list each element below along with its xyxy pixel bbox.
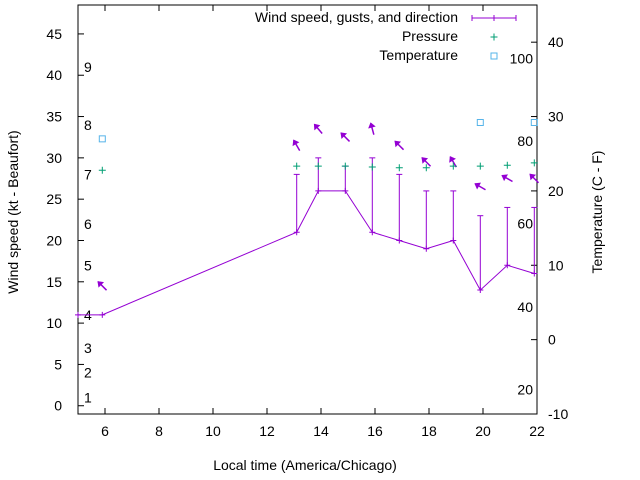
y-tick-label: 25 [46, 191, 62, 207]
fahrenheit-label: 60 [517, 216, 533, 232]
y2-tick-label: 40 [548, 34, 564, 50]
pressure-point [98, 166, 106, 174]
wind-direction-arrowhead [421, 157, 429, 164]
temperature-point [476, 118, 484, 126]
wind-point [396, 237, 403, 244]
pressure-point [314, 162, 322, 170]
y-axis-left: 0 5 10 15 20 25 30 35 40 45 [46, 26, 84, 414]
pressure-point [293, 162, 301, 170]
legend-sample-temperature [490, 52, 498, 60]
wind-point [99, 311, 106, 318]
wind-point [477, 287, 484, 294]
x-tick-label: 18 [421, 423, 437, 439]
wind-point [342, 187, 349, 194]
x-tick-label: 20 [475, 423, 491, 439]
wind-point [75, 311, 81, 318]
temperature-point [98, 135, 106, 143]
y-tick-label: 35 [46, 109, 62, 125]
y-tick-label: 20 [46, 232, 62, 248]
wind-point [450, 237, 457, 244]
pressure-point [368, 163, 376, 171]
y2-tick-label: 0 [548, 332, 556, 348]
x-tick-label: 22 [529, 423, 545, 439]
wind-speed-line [78, 190, 535, 316]
y2-tick-label: 20 [548, 183, 564, 199]
plot-border [77, 4, 538, 415]
wind-direction-arrowhead [292, 139, 300, 147]
wind-direction-arrowhead [449, 156, 456, 163]
x-axis-label: Local time (America/Chicago) [213, 457, 397, 473]
fahrenheit-label: 100 [510, 51, 534, 67]
y-tick-label: 40 [46, 67, 62, 83]
pressure-point [449, 162, 457, 170]
y-tick-label: 45 [46, 26, 62, 42]
beaufort-label: 3 [84, 340, 92, 356]
pressure-point [341, 162, 349, 170]
wind-direction-arrowhead [394, 140, 402, 148]
pressure-point [476, 162, 484, 170]
fahrenheit-label: 80 [517, 133, 533, 149]
legend: Wind speed, gusts, and direction Pressur… [255, 9, 517, 63]
fahrenheit-scale: 20 40 60 80 100 [510, 51, 534, 398]
plot-frame [77, 4, 538, 415]
temperature-point [530, 118, 538, 126]
wind-direction-arrowhead [368, 122, 376, 129]
y-axis-label: Wind speed (kt - Beaufort) [5, 130, 21, 293]
beaufort-label: 2 [84, 365, 92, 381]
beaufort-label: 9 [84, 59, 92, 75]
beaufort-label: 6 [84, 216, 92, 232]
x-tick-label: 10 [205, 423, 221, 439]
x-tick-label: 6 [101, 423, 109, 439]
wind-direction-arrowhead [97, 281, 105, 288]
y2-tick-label: 30 [548, 109, 564, 125]
x-tick-label: 12 [259, 423, 275, 439]
wind-direction-arrowhead [474, 182, 482, 190]
wind-direction-arrowhead [529, 173, 537, 181]
beaufort-label: 8 [84, 117, 92, 133]
wind-point [315, 187, 322, 194]
x-tick-label: 8 [155, 423, 163, 439]
y2-axis-label: Temperature (C - F) [589, 151, 605, 274]
pressure-point [395, 164, 403, 172]
y-tick-label: 30 [46, 150, 62, 166]
pressure-point [530, 159, 538, 167]
wind-point [504, 262, 511, 269]
wind-direction-arrowhead [501, 174, 509, 182]
beaufort-label: 7 [84, 166, 92, 182]
y2-tick-label: -10 [548, 406, 568, 422]
chart-marks [75, 118, 540, 318]
pressure-point [503, 161, 511, 169]
legend-label-pressure: Pressure [402, 28, 458, 44]
wind-direction-arrowhead [340, 132, 348, 139]
legend-sample-wind-point [491, 15, 497, 21]
fahrenheit-label: 20 [517, 381, 533, 397]
x-tick-label: 16 [367, 423, 383, 439]
fahrenheit-label: 40 [517, 299, 533, 315]
x-axis: 6 8 10 12 14 16 18 20 22 [101, 5, 545, 439]
pressure-point [422, 164, 430, 172]
y-tick-label: 5 [54, 356, 62, 372]
y-tick-label: 0 [54, 398, 62, 414]
wind-point [531, 270, 538, 277]
wind-point [293, 229, 300, 236]
x-tick-label: 14 [313, 423, 329, 439]
y-tick-label: 10 [46, 315, 62, 331]
beaufort-label: 5 [84, 257, 92, 273]
beaufort-label: 1 [84, 389, 92, 405]
wind-point [369, 229, 376, 236]
wind-direction-arrowhead [313, 123, 321, 131]
legend-label-wind: Wind speed, gusts, and direction [255, 9, 458, 25]
y-tick-label: 15 [46, 274, 62, 290]
y2-tick-label: 10 [548, 257, 564, 273]
legend-label-temperature: Temperature [379, 47, 458, 63]
wind-point [423, 245, 430, 252]
legend-sample-pressure [490, 33, 498, 41]
